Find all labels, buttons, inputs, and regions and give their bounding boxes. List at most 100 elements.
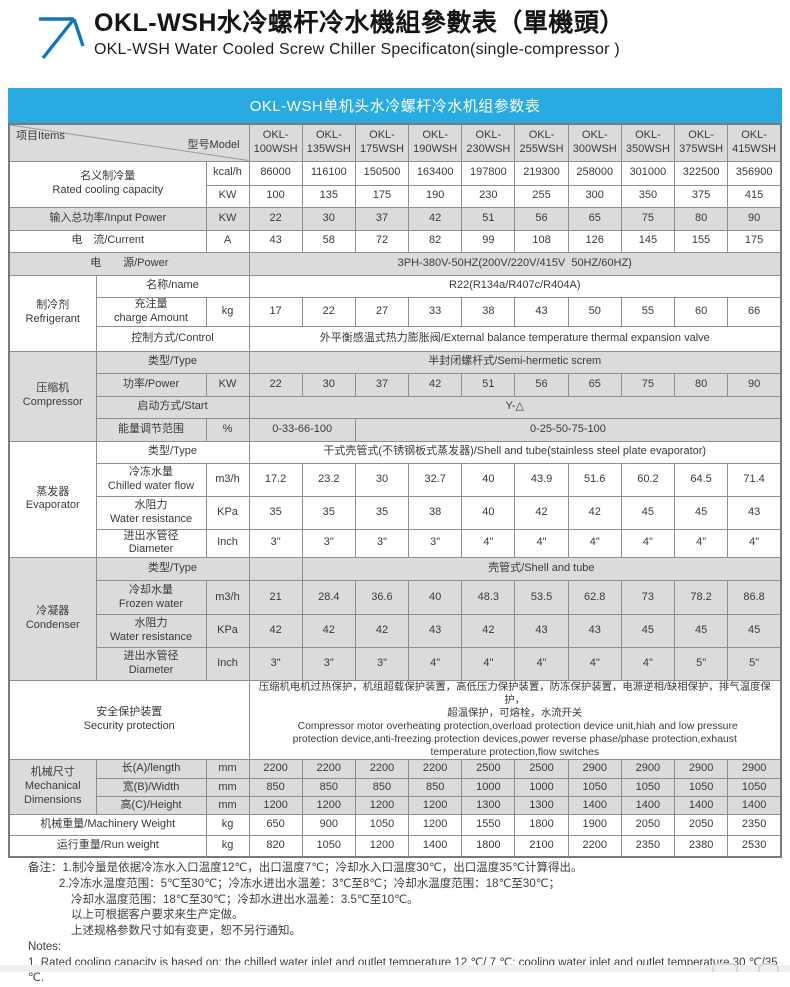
value-cell: 43 — [515, 297, 568, 326]
value-cell: 45 — [675, 615, 728, 648]
value-cell: 175 — [728, 230, 781, 252]
value-cell: 2200 — [249, 760, 302, 779]
value-cell: 2200 — [409, 760, 462, 779]
value-cell: 258000 — [568, 161, 621, 185]
value-cell: 外平衡感温式热力膨胀阀/External balance temperature… — [249, 326, 781, 351]
unit-cell: m3/h — [206, 463, 249, 496]
value-cell: 1200 — [355, 836, 408, 857]
value-cell: 45 — [675, 496, 728, 529]
value-cell: 55 — [621, 297, 674, 326]
value-cell: 73 — [621, 581, 674, 615]
row-label: 启动方式/Start — [96, 396, 249, 418]
value-cell: 1200 — [409, 815, 462, 836]
value-cell: 22 — [249, 207, 302, 230]
unit-cell: kg — [206, 297, 249, 326]
unit-cell: KPa — [206, 496, 249, 529]
note-line: 冷却水温度范围：18℃至30℃；冷却水进出水温差：3.5℃至10℃。 — [71, 893, 790, 909]
value-cell: 17 — [249, 297, 302, 326]
value-cell: 850 — [355, 779, 408, 797]
value-cell: 21 — [249, 581, 302, 615]
value-cell: 35 — [249, 496, 302, 529]
value-cell: 30 — [355, 463, 408, 496]
note-line: 备注：1.制冷量是依据冷冻水入口温度12℃，出口温度7℃；冷却水入口温度30℃，… — [28, 861, 790, 877]
table-banner: OKL-WSH单机头水冷螺杆冷水机组参数表 — [8, 88, 782, 123]
value-cell: 2900 — [675, 760, 728, 779]
value-cell: 43 — [515, 615, 568, 648]
unit-cell: KW — [206, 373, 249, 396]
unit-cell: mm — [206, 760, 249, 779]
model-header: OKL-350WSH — [621, 124, 674, 161]
value-cell: 42 — [568, 496, 621, 529]
value-cell: 850 — [409, 779, 462, 797]
value-cell: 322500 — [675, 161, 728, 185]
value-cell: 900 — [302, 815, 355, 836]
row-label: 宽(B)/Width — [96, 779, 206, 797]
row-label: 功率/Power — [96, 373, 206, 396]
value-cell: 50 — [568, 297, 621, 326]
value-cell: 1050 — [302, 836, 355, 857]
value-cell: 65 — [568, 373, 621, 396]
value-cell: 80 — [675, 207, 728, 230]
value-cell: 42 — [302, 615, 355, 648]
value-cell: 4" — [728, 529, 781, 558]
note-line: 以上可根据客户要求来生产定做。 — [71, 908, 790, 924]
unit-cell: kg — [206, 836, 249, 857]
value-cell: 4" — [515, 648, 568, 681]
value-cell: 30 — [302, 207, 355, 230]
value-cell: 56 — [515, 373, 568, 396]
value-cell: 100 — [249, 185, 302, 207]
title-block: OKL-WSH水冷螺杆冷水機組參數表（單機頭） OKL-WSH Water Co… — [26, 6, 625, 64]
row-label: 类型/Type — [96, 351, 249, 373]
value-cell: 75 — [621, 373, 674, 396]
value-cell: 43 — [409, 615, 462, 648]
value-cell: 2500 — [462, 760, 515, 779]
value-cell: 1050 — [675, 779, 728, 797]
value-cell: 48.3 — [462, 581, 515, 615]
value-cell: 32.7 — [409, 463, 462, 496]
row-label: 机械重量/Machinery Weight — [9, 815, 206, 836]
model-header: OKL-100WSH — [249, 124, 302, 161]
row-label: 高(C)/Height — [96, 797, 206, 815]
value-cell: 1400 — [675, 797, 728, 815]
unit-cell: KW — [206, 207, 249, 230]
value-cell: 2900 — [728, 760, 781, 779]
value-cell: 45 — [621, 496, 674, 529]
value-cell: 850 — [302, 779, 355, 797]
value-cell: 干式壳管式(不锈钢板式蒸发器)/Shell and tube(stainless… — [249, 441, 781, 463]
value-cell: Y-△ — [249, 396, 781, 418]
value-cell: 90 — [728, 373, 781, 396]
unit-cell: KPa — [206, 615, 249, 648]
value-cell: 75 — [621, 207, 674, 230]
value-cell: 5" — [728, 648, 781, 681]
unit-cell: A — [206, 230, 249, 252]
row-label: 长(A)/length — [96, 760, 206, 779]
page-title: OKL-WSH水冷螺杆冷水機組參數表（單機頭） — [94, 9, 625, 38]
value-cell: 4" — [409, 648, 462, 681]
value-cell: 1400 — [621, 797, 674, 815]
unit-cell: kg — [206, 815, 249, 836]
value-cell: 51 — [462, 373, 515, 396]
value-cell: 43 — [728, 496, 781, 529]
value-cell: 300 — [568, 185, 621, 207]
value-cell: 1400 — [568, 797, 621, 815]
value-cell: 42 — [462, 615, 515, 648]
model-label: 型号Model — [188, 139, 240, 153]
value-cell: 150500 — [355, 161, 408, 185]
unit-cell: mm — [206, 779, 249, 797]
value-cell: 5" — [675, 648, 728, 681]
value-cell: 38 — [409, 496, 462, 529]
value-cell: 820 — [249, 836, 302, 857]
value-cell: 2200 — [302, 760, 355, 779]
value-cell: 65 — [568, 207, 621, 230]
value-cell: 155 — [675, 230, 728, 252]
value-cell: 37 — [355, 207, 408, 230]
unit-cell: mm — [206, 797, 249, 815]
value-cell: 82 — [409, 230, 462, 252]
